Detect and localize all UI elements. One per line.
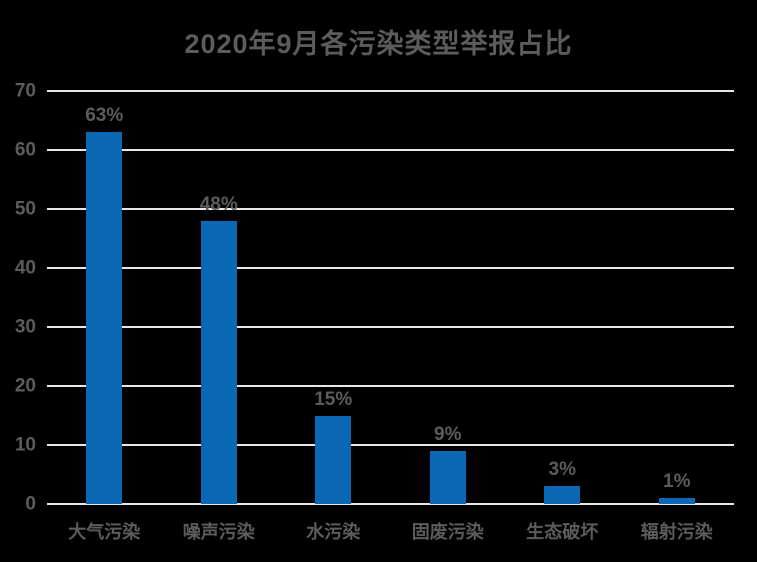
gridline [47, 208, 734, 210]
bar [658, 498, 695, 504]
bar-series: 63% 48% 15% 9% 3% 1% [47, 91, 734, 504]
bar-slot: 15% [276, 91, 391, 504]
plot-area: 63% 48% 15% 9% 3% 1% [47, 90, 734, 505]
x-category-label: 水污染 [306, 522, 361, 542]
gridline [47, 503, 734, 505]
y-tick-label: 40 [14, 257, 36, 279]
bar-slot: 63% [47, 91, 162, 504]
gridline [47, 267, 734, 269]
y-tick-label: 70 [14, 80, 36, 102]
bar-value-label: 15% [314, 388, 353, 410]
bar [315, 415, 352, 504]
bar-slot: 3% [505, 91, 620, 504]
y-tick-label: 0 [25, 493, 36, 515]
x-category-label: 噪声污染 [182, 522, 255, 542]
x-axis: 大气污染 噪声污染 水污染 固废污染 生态破坏 辐射污染 [47, 518, 734, 544]
x-category-label: 大气污染 [68, 522, 141, 542]
bar [200, 220, 237, 504]
x-category-label: 生态破坏 [526, 522, 599, 542]
gridline [47, 90, 734, 92]
x-category-label: 固废污染 [411, 522, 484, 542]
bar-slot: 48% [162, 91, 277, 504]
y-tick-label: 10 [14, 434, 36, 456]
bar-value-label: 9% [434, 423, 462, 445]
bar-slot: 9% [391, 91, 506, 504]
gridline [47, 444, 734, 446]
bar [429, 450, 466, 504]
x-category-label: 辐射污染 [640, 522, 713, 542]
gridline [47, 326, 734, 328]
y-tick-label: 60 [14, 139, 36, 161]
bar [544, 486, 581, 504]
bar [86, 132, 123, 504]
y-tick-label: 20 [14, 375, 36, 397]
y-tick-label: 30 [14, 316, 36, 338]
bar-slot: 1% [620, 91, 735, 504]
bar-value-label: 48% [199, 193, 238, 215]
gridline [47, 385, 734, 387]
bar-value-label: 1% [663, 471, 691, 493]
chart-title: 2020年9月各污染类型举报占比 [184, 29, 573, 59]
bar-value-label: 63% [85, 105, 124, 127]
bar-value-label: 3% [548, 459, 576, 481]
y-axis: 0 10 20 30 40 50 60 70 [0, 82, 36, 514]
y-tick-label: 50 [14, 198, 36, 220]
gridline [47, 149, 734, 151]
